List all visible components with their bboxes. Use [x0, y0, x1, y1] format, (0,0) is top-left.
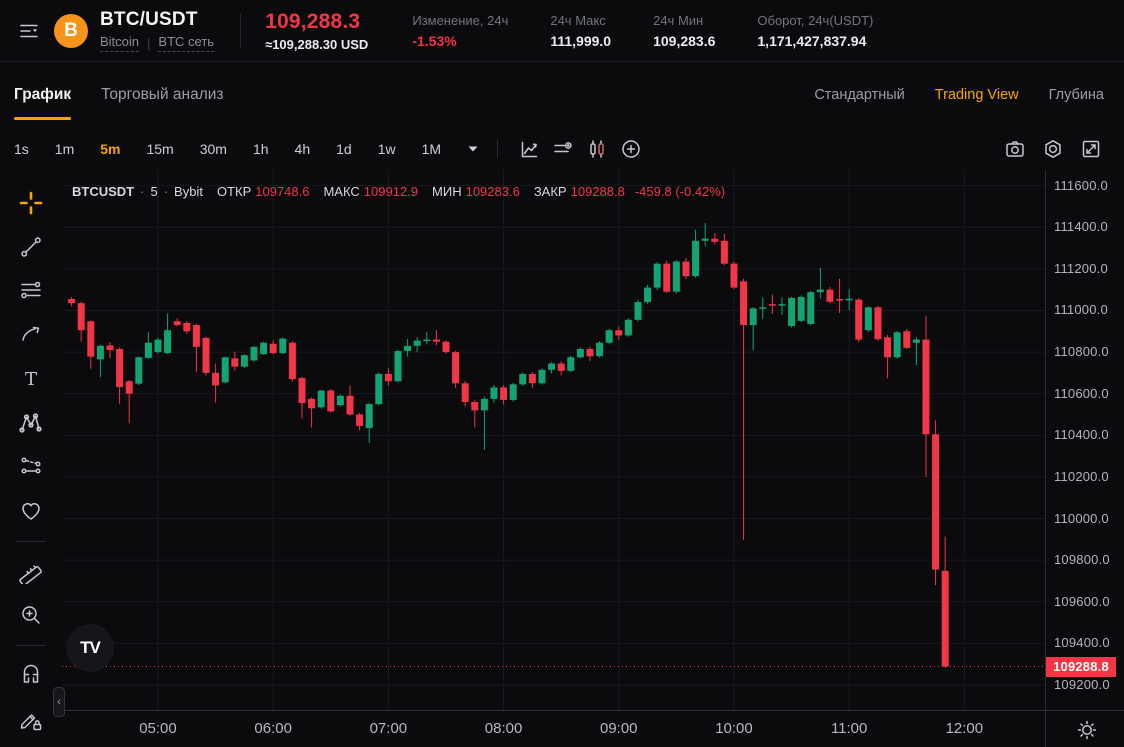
text-tool-icon[interactable]: T [14, 362, 48, 395]
timeframe-5m[interactable]: 5m [100, 141, 121, 157]
time-tick-label: 07:00 [369, 720, 408, 737]
tab-bar: График Торговый анализ Стандартный Tradi… [0, 62, 1124, 128]
last-price: 109,288.3 [265, 9, 361, 33]
time-tick-label: 10:00 [715, 720, 753, 737]
stat-low-24h: 24ч Мин 109,283.6 [653, 12, 716, 49]
view-tradingview[interactable]: Trading View [934, 87, 1019, 103]
price-tick-label: 110400.0 [1054, 427, 1109, 443]
legend-open: ОТКР 109748.6 [216, 184, 310, 199]
bitcoin-logo: B [54, 13, 88, 48]
timeframe-1M[interactable]: 1M [421, 141, 442, 157]
timeframe-1w[interactable]: 1w [377, 141, 396, 157]
chart-column: BTCUSDT · 5 · Bybit ОТКР 109748.6 МАКС 109… [53, 170, 1124, 747]
theme-brightness-icon[interactable] [1076, 719, 1098, 741]
chart-main: T BTCUSDT [0, 170, 1124, 747]
header: B BTC/USDT Bitcoin | BTC сеть 109,288.3 … [0, 0, 1124, 62]
favorites-heart-icon[interactable] [14, 495, 48, 528]
tradingview-logo[interactable]: TV [66, 624, 114, 672]
screenshot-camera-icon[interactable] [1000, 135, 1030, 163]
lock-drawings-pencil-icon[interactable] [14, 703, 48, 736]
legend-change: -459.8 (-0.42%) [634, 184, 726, 199]
candle-style-icon[interactable] [582, 135, 612, 163]
network-name[interactable]: BTC сеть [158, 34, 215, 52]
view-standard[interactable]: Стандартный [814, 87, 905, 103]
legend-close: ЗАКР 109288.8 [533, 184, 625, 199]
price-tick-label: 111000.0 [1054, 302, 1108, 318]
timeframe-dropdown-caret-icon[interactable] [467, 145, 479, 153]
tools-divider [16, 540, 46, 542]
time-tick-label: 06:00 [254, 720, 292, 737]
legend-low: МИН 109283.6 [432, 184, 520, 199]
price-tick-label: 111600.0 [1054, 177, 1108, 193]
toolbar-divider [497, 140, 499, 158]
timeframe-1h[interactable]: 1h [252, 141, 269, 157]
timeframe-15m[interactable]: 15m [146, 141, 174, 157]
measure-ruler-icon[interactable] [14, 555, 48, 588]
tab-chart[interactable]: График [14, 62, 72, 128]
subline-separator: | [147, 35, 151, 51]
add-indicator-icon[interactable] [616, 135, 646, 163]
price-tick-label: 110000.0 [1054, 510, 1109, 526]
collapse-sidebar-chevron-icon[interactable]: ‹ [53, 687, 65, 717]
chart-legend: BTCUSDT · 5 · Bybit ОТКР 109748.6 МАКС 109… [72, 184, 726, 199]
header-divider [240, 13, 242, 48]
time-tick-label: 05:00 [139, 720, 177, 737]
time-axis[interactable]: 05:00 06:00 07:00 08:00 09:00 10:00 11:00 12:00 [62, 710, 1124, 747]
price-tick-label: 110600.0 [1054, 385, 1109, 401]
trend-line-tool-icon[interactable] [14, 230, 48, 263]
timeframe-1m[interactable]: 1m [54, 141, 75, 157]
price-tick-label: 109600.0 [1054, 593, 1110, 609]
forecast-tool-icon[interactable] [14, 451, 48, 484]
tools-divider [16, 644, 46, 646]
legend-interval: 5 [150, 184, 158, 199]
legend-high: МАКС 109912.9 [323, 184, 419, 199]
time-tick-label: 09:00 [599, 720, 638, 737]
chart-canvas[interactable]: BTCUSDT · 5 · Bybit ОТКР 109748.6 МАКС 109… [53, 170, 1045, 717]
stats-strip: Изменение, 24ч -1.53% 24ч Макс 111,999.0… [412, 13, 873, 49]
timeframe-1s[interactable]: 1s [14, 141, 29, 157]
xabcd-pattern-tool-icon[interactable] [14, 406, 48, 439]
fullscreen-icon[interactable] [1076, 135, 1106, 163]
pair-title[interactable]: BTC/USDT [100, 9, 198, 30]
zoom-in-icon[interactable] [14, 599, 48, 632]
stat-change-24h: Изменение, 24ч -1.53% [412, 12, 509, 49]
magnet-tool-icon[interactable] [14, 659, 48, 692]
axis-corner-divider [1045, 711, 1046, 747]
stat-high-24h: 24ч Макс 111,999.0 [550, 12, 612, 49]
timeframe-4h[interactable]: 4h [294, 141, 311, 157]
price-axis[interactable]: 109288.8 111600.0 111400.0 111200.0 111000.… [1045, 170, 1124, 710]
brush-tool-icon[interactable] [14, 318, 48, 351]
chart-toolbar: 1s 1m 5m 15m 30m 1h 4h 1d 1w 1M [0, 128, 1124, 170]
price-tick-label: 109400.0 [1054, 635, 1110, 651]
legend-symbol: BTCUSDT [72, 184, 135, 199]
tab-trading-analysis[interactable]: Торговый анализ [101, 86, 224, 103]
svg-text:T: T [25, 369, 37, 390]
timeframe-1d[interactable]: 1d [336, 141, 352, 157]
price-tick-label: 111400.0 [1054, 219, 1108, 235]
time-tick-label: 12:00 [945, 720, 984, 737]
price-tick-label: 111200.0 [1054, 260, 1108, 276]
price-tick-label: 109200.0 [1054, 677, 1110, 693]
fib-retracement-tool-icon[interactable] [14, 274, 48, 307]
price-tick-label: 110800.0 [1054, 344, 1109, 360]
time-tick-label: 08:00 [484, 720, 523, 737]
last-price-badge: 109288.8 [1046, 656, 1116, 677]
legend-exchange: Bybit [174, 184, 203, 199]
price-tick-label: 109800.0 [1054, 552, 1110, 568]
indicators-icon[interactable] [548, 135, 578, 163]
chart-type-icon[interactable] [514, 135, 544, 163]
timeframe-30m[interactable]: 30m [199, 141, 227, 157]
view-depth[interactable]: Глубина [1048, 87, 1104, 103]
coin-name[interactable]: Bitcoin [100, 34, 140, 52]
market-list-menu-icon[interactable] [16, 18, 42, 44]
time-tick-label: 11:00 [830, 720, 868, 737]
stat-turnover-24h: Оборот, 24ч(USDT) 1,171,427,837.94 [757, 12, 874, 49]
crosshair-tool-icon[interactable] [14, 186, 48, 219]
drawing-tools-sidebar: T [0, 170, 62, 747]
usd-value: ≈109,288.30 USD [265, 36, 369, 52]
price-tick-label: 110200.0 [1054, 468, 1109, 484]
chart-settings-icon[interactable] [1038, 135, 1068, 163]
